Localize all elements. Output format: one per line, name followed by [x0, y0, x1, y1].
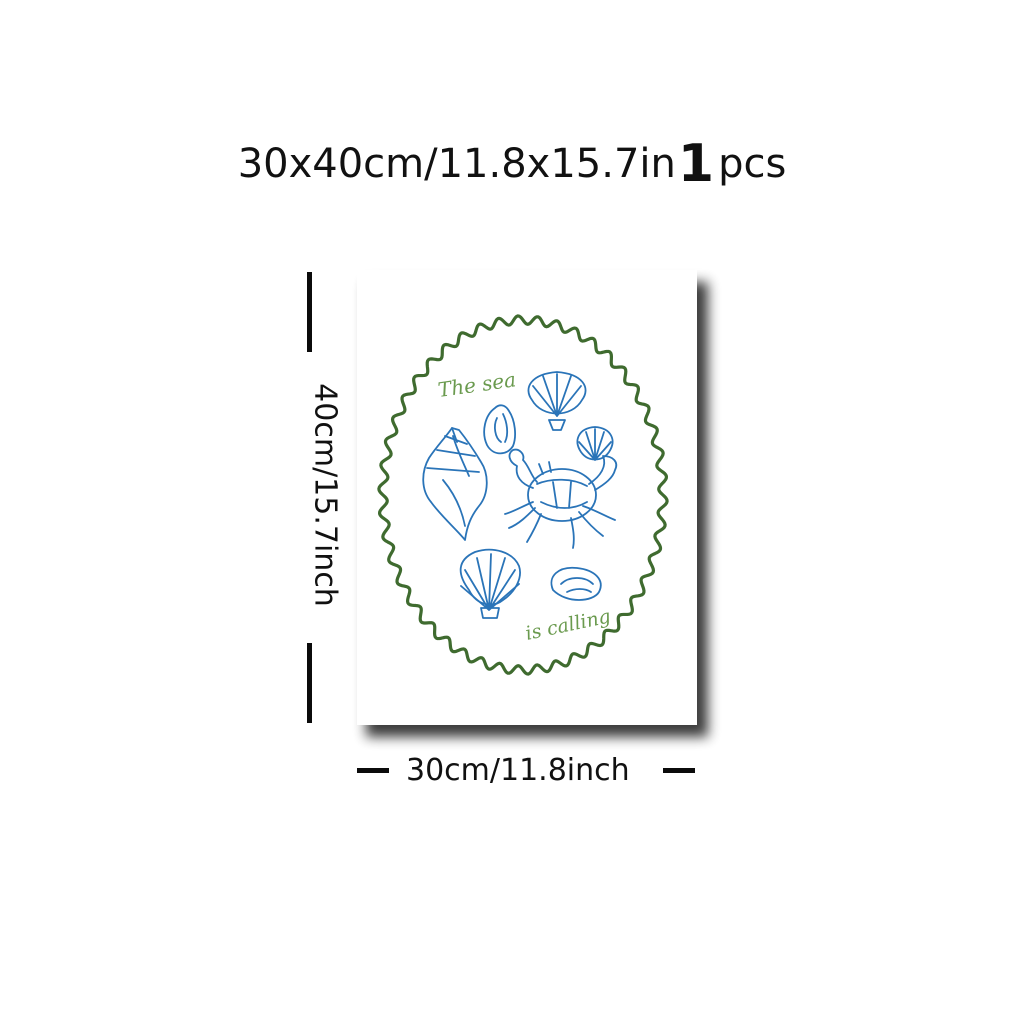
crab-icon — [504, 448, 618, 549]
quantity-unit: pcs — [718, 141, 787, 187]
width-dimension-label: 30cm/11.8inch — [406, 753, 630, 788]
poster-artwork: The sea is calling — [377, 314, 669, 676]
oyster-shell-icon — [483, 404, 516, 455]
width-dimension-bar-left — [357, 768, 389, 773]
height-dimension-bar-bottom — [307, 643, 312, 723]
quantity-number: 1 — [677, 134, 715, 194]
small-scallop-shell-icon — [576, 426, 614, 461]
conch-shell-icon — [422, 427, 488, 541]
poster-text-top: The sea — [436, 367, 517, 402]
height-dimension-bar-top — [307, 272, 312, 352]
large-scallop-shell-icon — [459, 548, 521, 619]
product-size-headline: 30x40cm/11.8x15.7in1 pcs — [0, 136, 1024, 192]
poster-text-bottom: is calling — [523, 605, 612, 644]
scallop-shell-icon — [527, 371, 587, 431]
poster-canvas: The sea is calling — [357, 270, 697, 725]
size-text: 30x40cm/11.8x15.7in — [237, 141, 676, 187]
oyster-shell-bottom-icon — [550, 566, 602, 601]
height-dimension-label: 40cm/15.7inch — [307, 383, 343, 607]
wavy-oval-frame — [377, 314, 669, 676]
width-dimension-bar-right — [663, 768, 695, 773]
